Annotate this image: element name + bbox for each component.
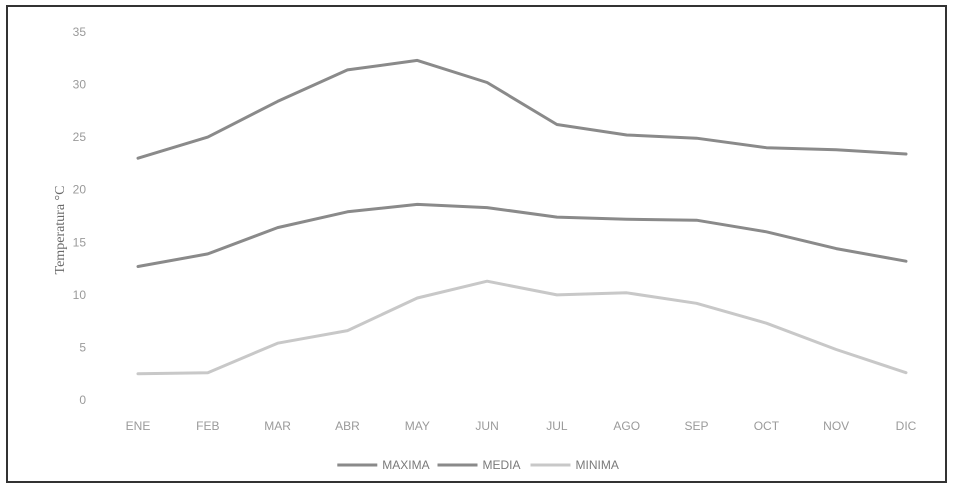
x-tick-label: MAR: [264, 419, 291, 433]
x-tick-label: NOV: [823, 419, 849, 433]
legend-item-media: MEDIA: [437, 458, 521, 472]
series-line-maxima: [136, 58, 908, 160]
y-tick-label: 5: [79, 340, 86, 354]
y-tick-label: 30: [73, 78, 87, 92]
x-tick-label: MAY: [405, 419, 430, 433]
chart-frame: [6, 5, 947, 483]
y-tick-label: 0: [79, 393, 86, 407]
x-tick-label: DIC: [896, 419, 917, 433]
x-tick-label: FEB: [196, 419, 219, 433]
y-axis-title: Temperatura °C: [53, 186, 68, 275]
x-tick-label: OCT: [754, 419, 780, 433]
x-tick-label: ABR: [335, 419, 360, 433]
legend-label: MEDIA: [483, 458, 521, 472]
legend-label: MAXIMA: [382, 458, 429, 472]
legend: MAXIMA MEDIA MINIMA: [337, 458, 619, 472]
y-tick-label: 25: [73, 130, 87, 144]
y-tick-label: 35: [73, 25, 87, 39]
legend-item-minima: MINIMA: [530, 458, 619, 472]
y-tick-label: 10: [73, 288, 87, 302]
x-tick-label: JUL: [546, 419, 568, 433]
y-axis-ticks: 0 5 10 15 20 25 30 35: [73, 25, 87, 407]
series-lines: [136, 58, 908, 376]
y-tick-label: 20: [73, 183, 87, 197]
x-tick-label: AGO: [613, 419, 640, 433]
x-tick-label: JUN: [475, 419, 498, 433]
x-axis-ticks: ENE FEB MAR ABR MAY JUN JUL AGO SEP OCT NOV DIC: [126, 419, 917, 433]
x-tick-label: ENE: [126, 419, 151, 433]
legend-item-maxima: MAXIMA: [337, 458, 430, 472]
series-line-minima: [136, 279, 908, 376]
series-line-media: [136, 202, 908, 268]
y-tick-label: 15: [73, 235, 87, 249]
x-tick-label: SEP: [685, 419, 709, 433]
legend-label: MINIMA: [576, 458, 619, 472]
